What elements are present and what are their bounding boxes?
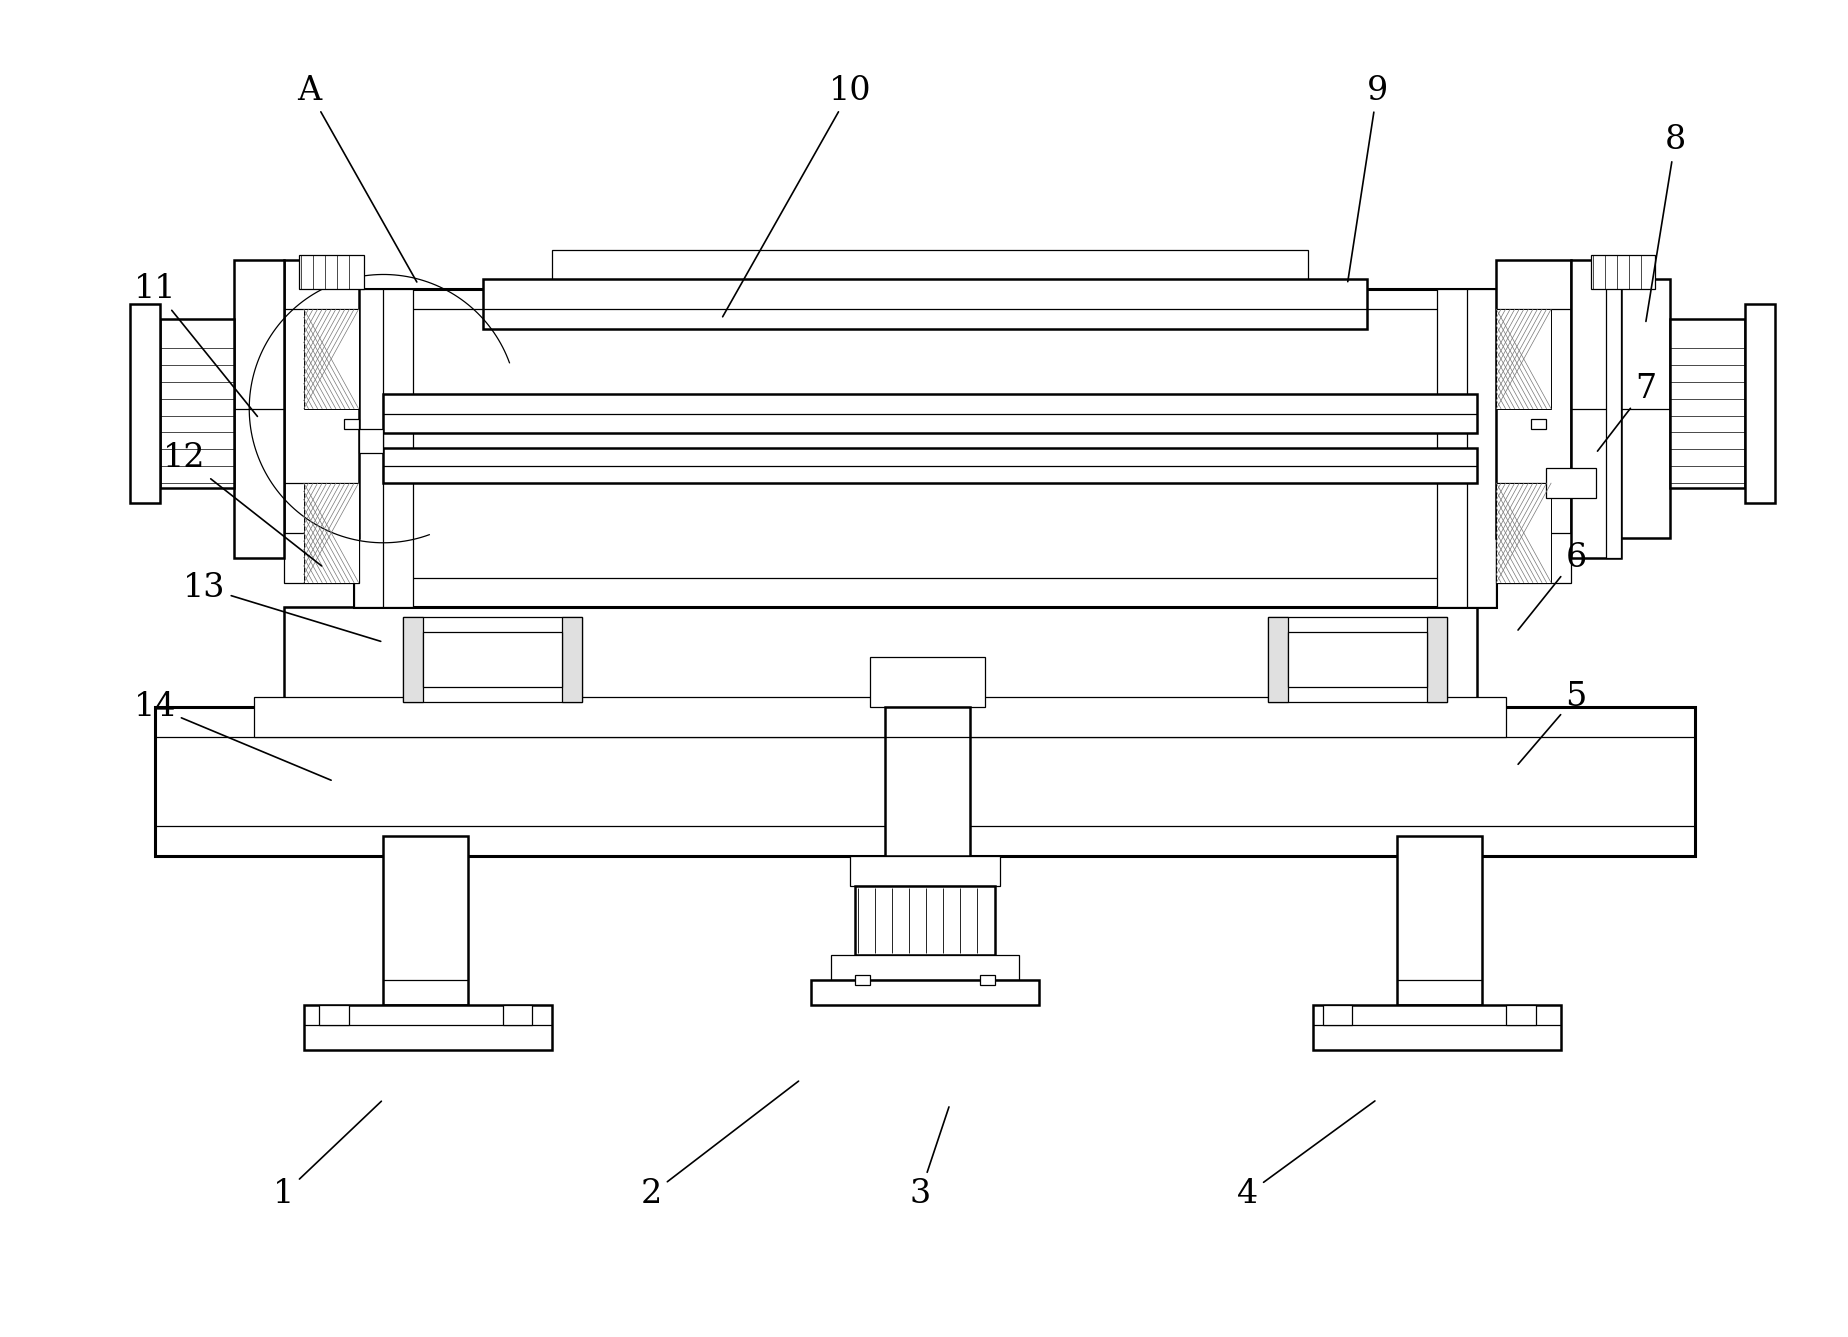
Bar [553, 250, 1307, 289]
Text: 9: 9 [1347, 75, 1388, 282]
Bar [299, 254, 364, 289]
Bar [423, 632, 562, 687]
Bar [809, 980, 1039, 1005]
Bar [1506, 1005, 1536, 1024]
Text: 8: 8 [1645, 124, 1685, 321]
Bar [1669, 320, 1745, 488]
Bar [856, 975, 870, 985]
Bar [383, 836, 468, 1005]
Bar [856, 885, 994, 955]
Bar [159, 320, 235, 488]
Bar [1619, 279, 1669, 537]
Text: 12: 12 [163, 443, 322, 566]
Bar [403, 618, 423, 702]
Bar [1495, 483, 1550, 583]
Bar [1312, 1005, 1560, 1050]
Bar [235, 259, 285, 558]
Bar [403, 618, 582, 702]
Text: 6: 6 [1517, 541, 1586, 630]
Bar [1571, 259, 1619, 558]
Bar [885, 707, 968, 856]
Text: 5: 5 [1517, 681, 1586, 765]
Bar [1545, 468, 1595, 499]
Bar [1397, 836, 1480, 1005]
Text: 14: 14 [133, 691, 331, 781]
Bar [303, 1005, 553, 1050]
Text: 4: 4 [1236, 1100, 1375, 1210]
Bar [1268, 618, 1445, 702]
Text: 3: 3 [909, 1107, 948, 1210]
Bar [285, 259, 359, 537]
Bar [353, 289, 1495, 607]
Bar [1460, 289, 1495, 607]
Bar [318, 1005, 349, 1024]
Bar [1495, 309, 1550, 409]
Bar [253, 697, 1506, 737]
Bar [353, 289, 388, 607]
Bar [503, 1005, 532, 1024]
Text: 10: 10 [723, 75, 870, 317]
Text: 11: 11 [133, 273, 257, 416]
Bar [1495, 259, 1571, 537]
Bar [1530, 418, 1545, 428]
Bar [303, 483, 359, 583]
Bar [359, 428, 383, 453]
Bar [1495, 533, 1571, 583]
Bar [482, 279, 1366, 329]
Bar [129, 305, 159, 503]
Bar [1268, 618, 1286, 702]
Bar [383, 448, 1477, 483]
Text: 13: 13 [183, 571, 381, 642]
Bar [344, 418, 359, 428]
Bar [285, 533, 359, 583]
Bar [303, 309, 359, 409]
Bar [830, 955, 1018, 980]
Text: A: A [296, 75, 416, 282]
Bar [1286, 632, 1427, 687]
Bar [1589, 254, 1654, 289]
Bar [979, 975, 994, 985]
Bar [870, 656, 985, 707]
Bar [1321, 1005, 1351, 1024]
Bar [523, 289, 1327, 309]
Bar [383, 393, 1477, 433]
Bar [1604, 259, 1619, 558]
Bar [155, 707, 1695, 856]
Text: 2: 2 [641, 1082, 798, 1210]
Bar [850, 856, 1000, 885]
Bar [1745, 305, 1774, 503]
Text: 1: 1 [274, 1102, 381, 1210]
Bar [383, 289, 412, 607]
Text: 7: 7 [1597, 373, 1656, 451]
Bar [1436, 289, 1465, 607]
Bar [1427, 618, 1445, 702]
Bar [285, 607, 1477, 707]
Bar [562, 618, 582, 702]
